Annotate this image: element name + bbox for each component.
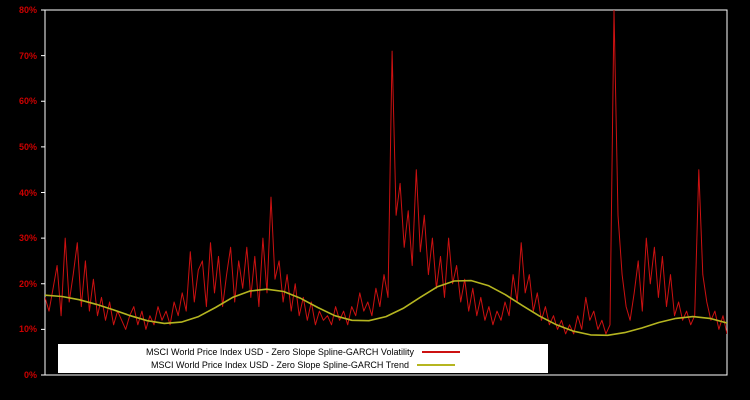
trend-line-sample xyxy=(416,364,455,366)
y-tick-label: 10% xyxy=(18,324,37,335)
legend-item-trend: MSCI World Price Index USD - Zero Slope … xyxy=(58,359,548,371)
legend-label-trend: MSCI World Price Index USD - Zero Slope … xyxy=(151,360,409,370)
y-tick-label: 0% xyxy=(23,370,37,380)
y-tick-label: 80% xyxy=(18,5,37,15)
y-tick-label: 40% xyxy=(18,187,37,198)
y-tick-label: 20% xyxy=(18,278,37,289)
legend-label-volatility: MSCI World Price Index USD - Zero Slope … xyxy=(146,347,414,357)
y-tick-label: 30% xyxy=(18,233,37,244)
y-tick-label: 70% xyxy=(18,50,37,61)
volatility-line-sample xyxy=(421,351,460,353)
legend: MSCI World Price Index USD - Zero Slope … xyxy=(58,344,548,373)
y-tick-label: 60% xyxy=(18,96,37,107)
legend-item-volatility: MSCI World Price Index USD - Zero Slope … xyxy=(58,346,548,358)
y-tick-label: 50% xyxy=(18,141,37,152)
